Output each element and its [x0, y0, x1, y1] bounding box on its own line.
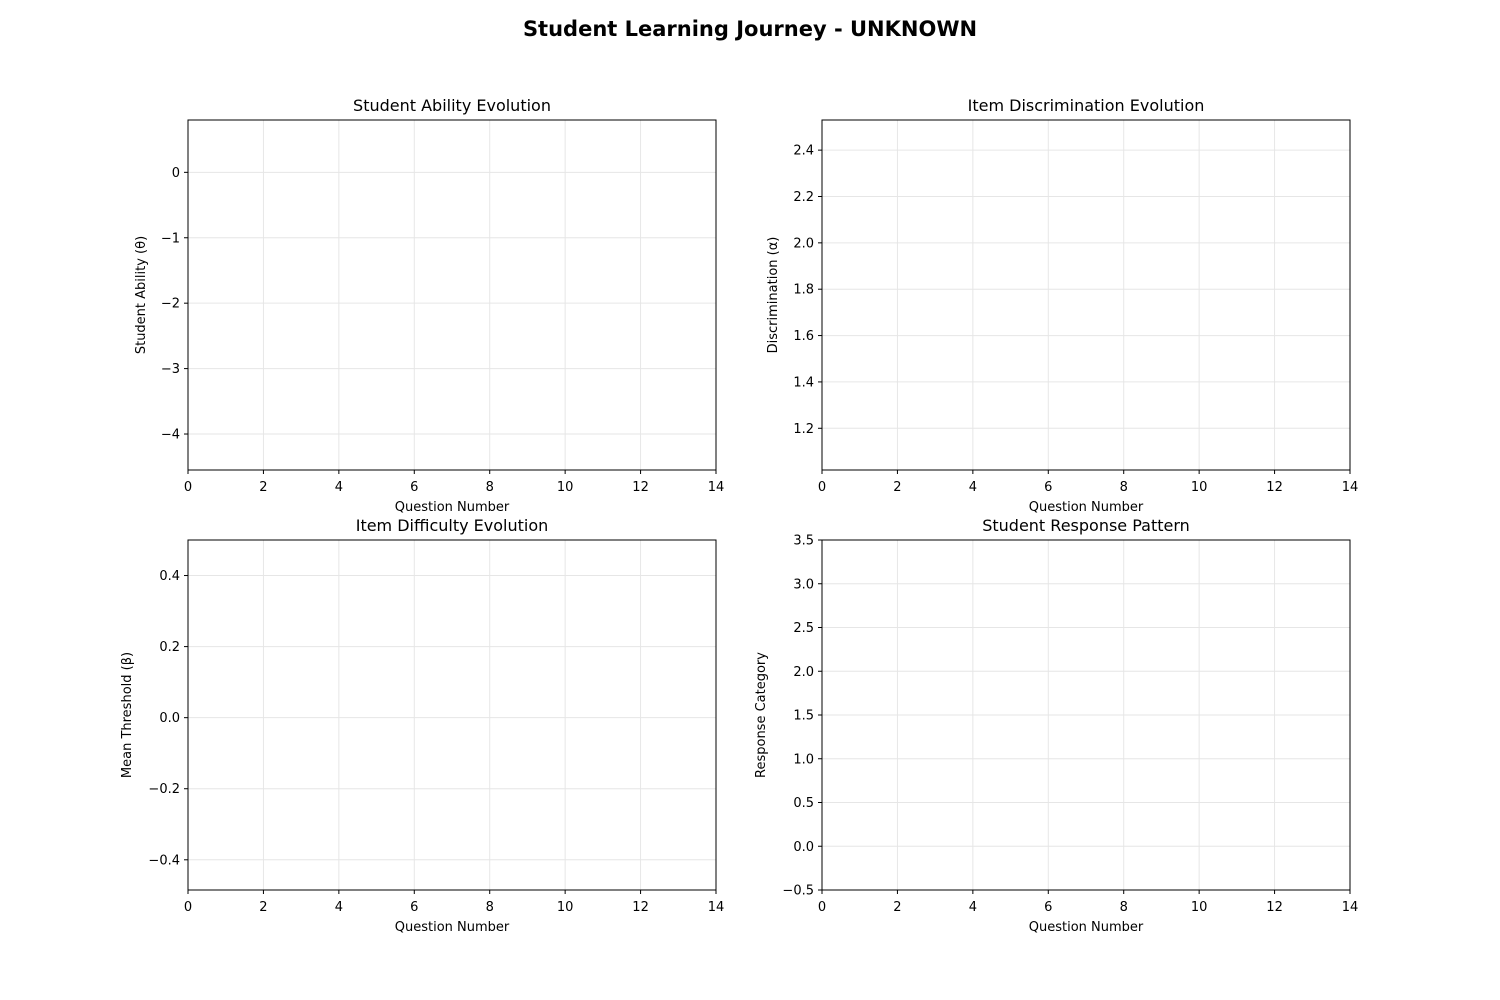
x-tick-label: 4 — [335, 480, 343, 495]
x-tick-label: 4 — [969, 900, 977, 915]
y-axis-label: Student Ability (θ) — [134, 236, 149, 354]
axes-frame — [187, 539, 717, 891]
y-tick-label: 3.0 — [793, 577, 814, 592]
y-tick-label: 3.5 — [793, 534, 814, 549]
x-tick-label: 14 — [708, 480, 725, 495]
y-tick-label: 1.8 — [793, 283, 814, 298]
y-tick-label: 0.0 — [793, 840, 814, 855]
y-tick-label: −2 — [161, 297, 180, 312]
y-tick-label: −4 — [161, 428, 180, 443]
x-tick-label: 12 — [632, 900, 649, 915]
y-tick-label: 0 — [172, 166, 180, 181]
y-tick-label: −1 — [161, 231, 180, 246]
x-tick-label: 0 — [818, 900, 826, 915]
y-tick-label: 2.2 — [793, 190, 814, 205]
y-axis-label: Response Category — [754, 652, 769, 778]
figure-title: Student Learning Journey - UNKNOWN — [523, 17, 977, 41]
x-tick-label: 8 — [486, 480, 494, 495]
x-tick-label: 2 — [259, 480, 267, 495]
x-tick-label: 6 — [410, 900, 418, 915]
x-tick-label: 12 — [1266, 900, 1283, 915]
x-tick-label: 14 — [1342, 900, 1359, 915]
y-tick-label: 0.5 — [793, 796, 814, 811]
y-tick-label: 1.4 — [793, 375, 814, 390]
x-tick-label: 14 — [708, 900, 725, 915]
x-tick-label: 6 — [1044, 900, 1052, 915]
x-tick-label: 6 — [1044, 480, 1052, 495]
y-tick-label: 0.0 — [159, 711, 180, 726]
x-tick-label: 12 — [1266, 480, 1283, 495]
axes-frame — [187, 119, 717, 471]
x-tick-label: 12 — [632, 480, 649, 495]
y-tick-label: 1.0 — [793, 752, 814, 767]
y-tick-label: −3 — [161, 362, 180, 377]
x-tick-label: 2 — [893, 900, 901, 915]
y-tick-label: −0.5 — [782, 884, 814, 899]
subplot-3: 0 2 4 6 8 10 12 14 0.4 0.2 0.0 −0.2 −0.4 Item Difficu… — [120, 516, 724, 935]
x-tick-label: 0 — [184, 900, 192, 915]
x-tick-label: 8 — [486, 900, 494, 915]
subplot-title: Student Response Pattern — [982, 516, 1190, 535]
x-axis-label: Question Number — [1029, 920, 1144, 935]
y-tick-label: 2.0 — [793, 236, 814, 251]
y-tick-label: −0.2 — [148, 782, 180, 797]
x-tick-label: 10 — [557, 480, 574, 495]
subplot-title: Item Discrimination Evolution — [968, 96, 1205, 115]
x-tick-label: 4 — [335, 900, 343, 915]
y-tick-label: 0.2 — [159, 640, 180, 655]
subplot-grid: 0 2 4 6 8 10 12 14 0 −1 −2 −3 −4 Student Ability Evol… — [120, 96, 1358, 935]
x-tick-label: 10 — [1191, 900, 1208, 915]
y-tick-label: 1.6 — [793, 329, 814, 344]
x-tick-label: 4 — [969, 480, 977, 495]
y-axis-label: Mean Threshold (β) — [120, 652, 135, 778]
y-tick-label: 2.0 — [793, 665, 814, 680]
x-tick-label: 10 — [557, 900, 574, 915]
x-tick-label: 14 — [1342, 480, 1359, 495]
y-tick-label: 1.2 — [793, 422, 814, 437]
y-tick-label: −0.4 — [148, 853, 180, 868]
x-axis-label: Question Number — [395, 500, 510, 515]
subplot-title: Student Ability Evolution — [353, 96, 551, 115]
y-tick-label: 2.5 — [793, 621, 814, 636]
axes-frame — [821, 119, 1351, 471]
x-axis-label: Question Number — [395, 920, 510, 935]
x-tick-label: 10 — [1191, 480, 1208, 495]
subplot-2: 0 2 4 6 8 10 12 14 1.2 1.4 1.6 1.8 2.0 2.2 2.4 Item Dis… — [766, 96, 1358, 515]
x-tick-label: 8 — [1120, 900, 1128, 915]
y-tick-label: 2.4 — [793, 144, 814, 159]
x-tick-label: 2 — [893, 480, 901, 495]
subplot-1: 0 2 4 6 8 10 12 14 0 −1 −2 −3 −4 Student Ability Evol… — [134, 96, 724, 515]
y-tick-label: 1.5 — [793, 709, 814, 724]
subplot-title: Item Difficulty Evolution — [356, 516, 549, 535]
x-tick-label: 0 — [818, 480, 826, 495]
x-tick-label: 2 — [259, 900, 267, 915]
y-axis-label: Discrimination (α) — [766, 237, 781, 354]
x-axis-label: Question Number — [1029, 500, 1144, 515]
subplot-4: 0 2 4 6 8 10 12 14 −0.5 0.0 0.5 1.0 1.5 2.0 2.5 3.0 3.5 S… — [754, 516, 1358, 935]
x-tick-label: 6 — [410, 480, 418, 495]
x-tick-label: 8 — [1120, 480, 1128, 495]
x-tick-label: 0 — [184, 480, 192, 495]
y-tick-label: 0.4 — [159, 569, 180, 584]
